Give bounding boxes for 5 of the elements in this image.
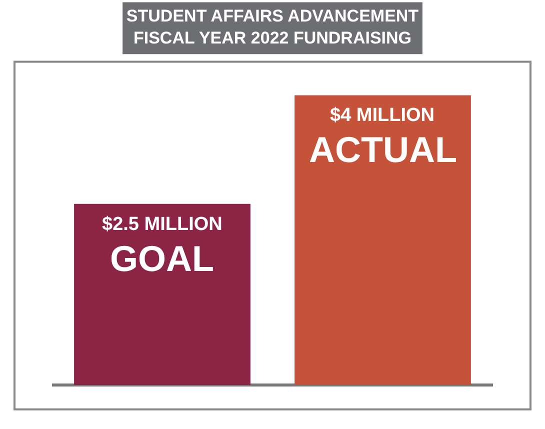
data-label: $4 MILLION [330, 105, 435, 126]
data-label: $2.5 MILLION [102, 214, 222, 235]
x-tick-label: ACTUAL [309, 129, 457, 170]
x-tick-label: GOAL [110, 238, 214, 279]
chart-title: STUDENT AFFAIRS ADVANCEMENT FISCAL YEAR 2022 FUNDRAISING [126, 6, 420, 48]
